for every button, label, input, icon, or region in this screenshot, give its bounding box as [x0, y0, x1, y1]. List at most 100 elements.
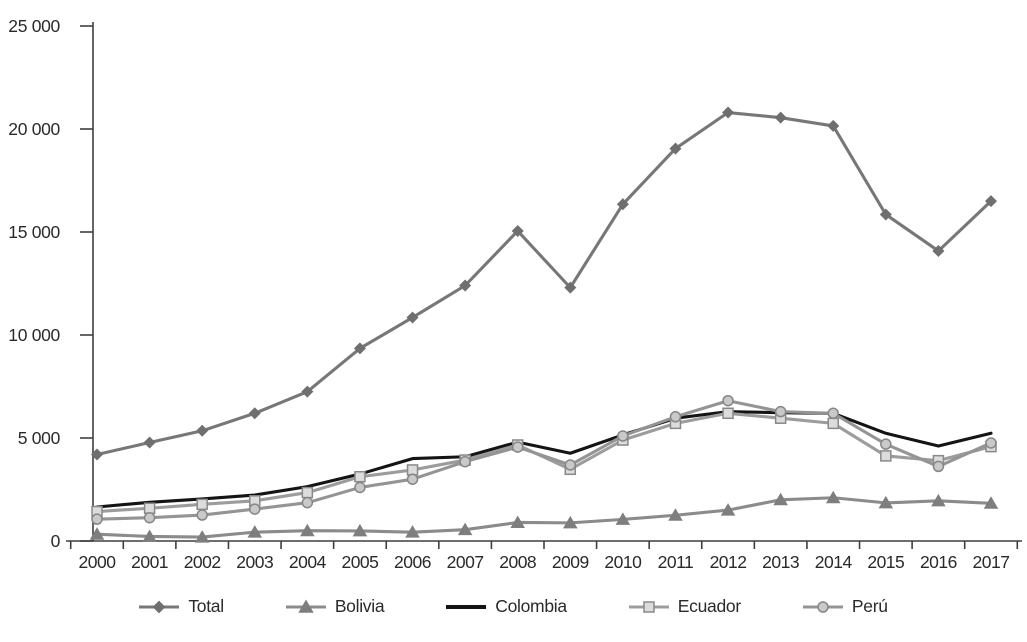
peru-marker: [722, 394, 734, 407]
peru-marker: [249, 503, 261, 515]
peru-marker: [617, 430, 629, 442]
bolivia-marker: [510, 515, 525, 528]
series-line-colombia: [95, 410, 993, 509]
peru-marker: [669, 411, 682, 423]
series-line-peru: [95, 399, 993, 521]
y-axis-label: 10 000: [8, 325, 60, 345]
bolivia-marker: [300, 523, 315, 537]
colombia-line-marker-icon: [446, 599, 487, 615]
bolivia-marker: [405, 525, 420, 538]
total-marker: [196, 424, 209, 437]
x-axis-label: 2011: [658, 552, 694, 572]
peru-marker: [564, 459, 577, 471]
total-marker: [722, 106, 735, 119]
y-axis-label: 20 000: [8, 119, 60, 139]
peru-marker: [932, 460, 945, 473]
total-marker: [248, 407, 261, 420]
x-axis-label: 2009: [552, 552, 589, 572]
ecuador-marker: [354, 470, 366, 483]
peru-marker: [354, 481, 366, 494]
series-line-total: [95, 110, 993, 457]
x-axis-label: 2016: [920, 552, 957, 572]
x-axis-label: 2014: [815, 552, 853, 572]
peru-marker: [459, 455, 471, 468]
ecuador-marker: [196, 498, 208, 511]
x-axis-label: 2000: [79, 552, 117, 572]
y-axis-label: 15 000: [8, 222, 60, 242]
x-axis-label: 2012: [710, 552, 747, 572]
peru-marker: [143, 511, 156, 524]
total-marker: [143, 436, 156, 449]
x-axis-label: 2013: [762, 552, 799, 572]
bolivia-marker: [563, 515, 578, 529]
total-marker: [564, 281, 577, 294]
peru-marker: [774, 405, 787, 418]
peru-circle-marker-icon: [802, 599, 843, 615]
x-axis-label: 2005: [341, 552, 378, 572]
x-axis-label: 2001: [131, 552, 168, 572]
total-marker: [774, 111, 787, 124]
peru-marker: [827, 407, 839, 420]
total-marker: [301, 385, 314, 398]
bolivia-marker: [668, 508, 683, 521]
legend-label-ecuador: Ecuador: [677, 596, 741, 616]
total-marker: [353, 342, 366, 355]
x-axis-label: 2017: [973, 552, 1010, 572]
ecuador-marker: [827, 417, 839, 430]
x-axis-label: 2002: [184, 552, 221, 572]
x-axis-label: 2010: [604, 552, 642, 572]
peru-marker: [301, 496, 314, 509]
total-marker: [511, 224, 524, 237]
peru-marker: [985, 437, 997, 449]
bolivia-marker: [615, 512, 631, 525]
ecuador-marker: [406, 464, 419, 476]
total-marker: [669, 142, 682, 155]
legend-item-total: Total: [139, 596, 224, 617]
peru-marker: [406, 473, 419, 485]
bolivia-marker: [720, 503, 736, 516]
ecuador-square-marker-icon: [628, 599, 669, 615]
total-marker: [459, 279, 472, 292]
x-axis-label: 2004: [289, 552, 327, 572]
bolivia-marker: [89, 527, 105, 540]
x-axis-label: 2003: [236, 552, 273, 572]
bolivia-marker: [457, 522, 473, 536]
y-axis-label: 0: [51, 531, 61, 551]
bolivia-marker: [825, 490, 841, 504]
x-axis-label: 2008: [499, 552, 536, 572]
x-axis-label: 2007: [447, 552, 484, 572]
total-marker: [879, 208, 892, 221]
peru-marker: [511, 441, 524, 453]
legend-label-bolivia: Bolivia: [334, 596, 385, 616]
y-axis-label: 25 000: [8, 16, 60, 36]
peru-marker: [91, 513, 103, 525]
legend-label-colombia: Colombia: [495, 596, 567, 616]
legend-item-peru: Perú: [802, 596, 888, 617]
ecuador-marker: [301, 486, 314, 499]
bolivia-marker: [878, 495, 894, 509]
total-diamond-marker-icon: [139, 599, 180, 615]
ecuador-marker: [880, 450, 892, 462]
legend-label-peru: Perú: [851, 596, 888, 616]
legend-item-colombia: Colombia: [446, 596, 567, 617]
total-marker: [827, 119, 840, 132]
peru-marker: [880, 438, 892, 450]
x-axis-label: 2015: [867, 552, 904, 572]
total-marker: [616, 198, 629, 211]
legend-item-bolivia: Bolivia: [285, 596, 385, 617]
x-axis-label: 2006: [394, 552, 431, 572]
total-marker: [90, 448, 104, 461]
bolivia-marker: [773, 492, 788, 506]
legend-label-total: Total: [188, 596, 224, 616]
legend-item-ecuador: Ecuador: [628, 596, 741, 617]
bolivia-marker: [247, 525, 263, 538]
chart-legend: Total Bolivia Colombia Ecuador Perú: [0, 596, 1027, 617]
ecuador-marker: [722, 407, 734, 420]
ecuador-marker: [143, 502, 156, 514]
y-axis-label: 5 000: [18, 428, 61, 448]
total-marker: [406, 311, 419, 324]
total-marker: [932, 244, 945, 257]
bolivia-marker: [983, 496, 999, 509]
bolivia-marker: [931, 493, 946, 507]
